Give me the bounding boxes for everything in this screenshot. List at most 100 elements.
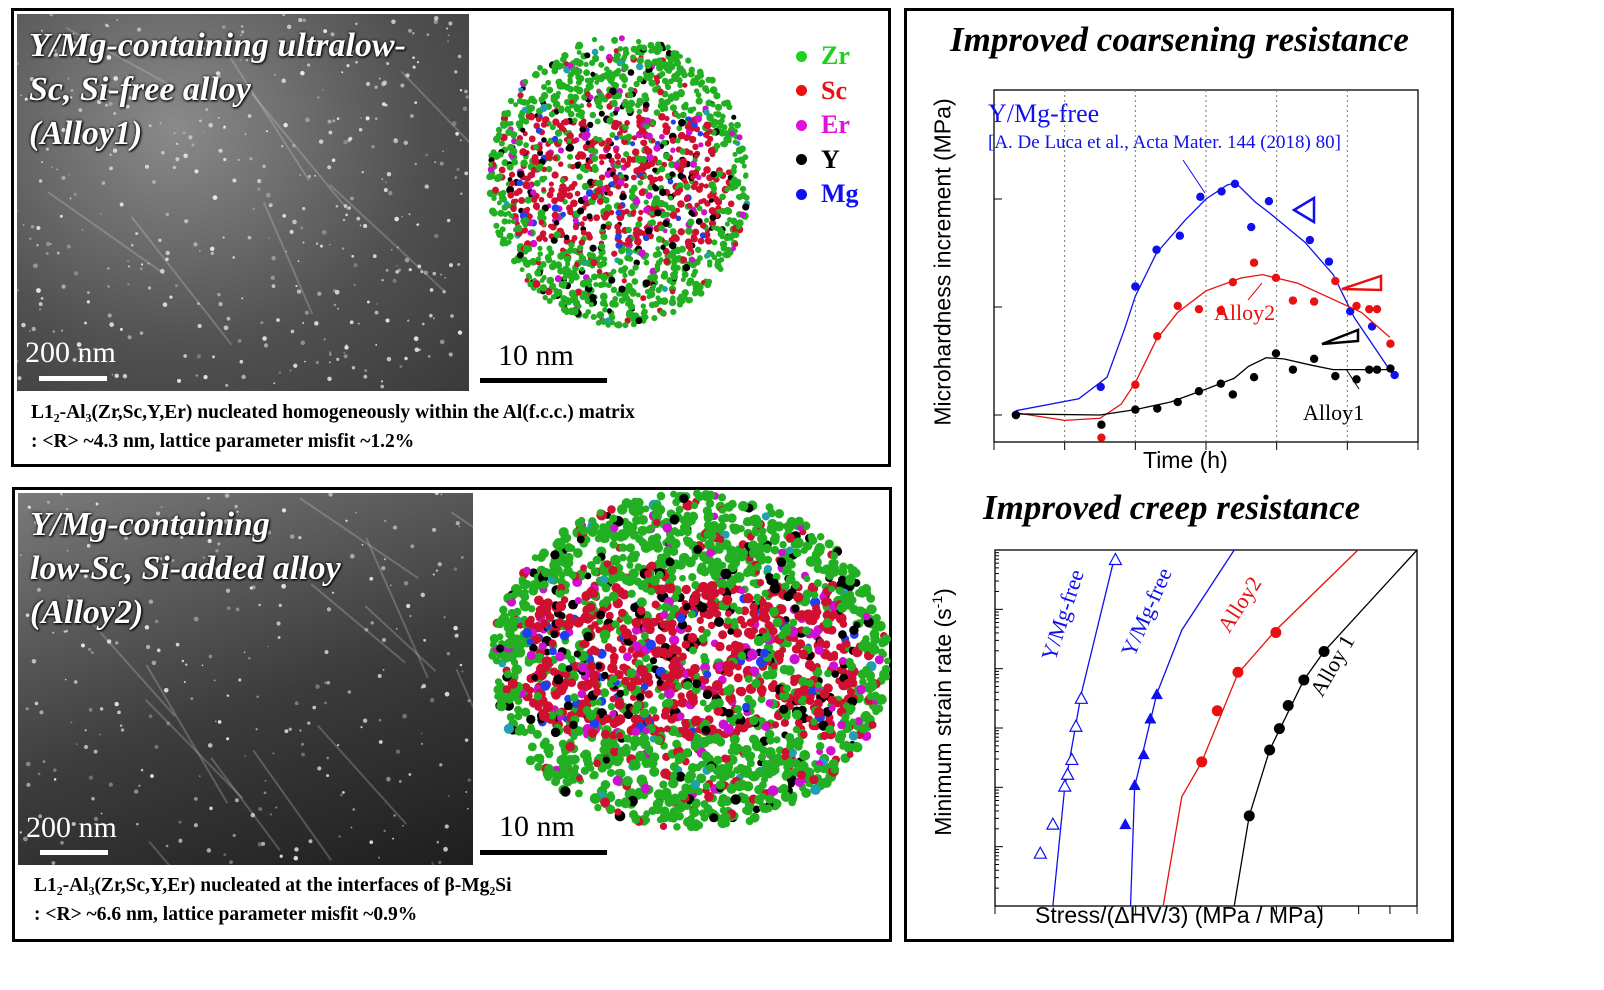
atom-dot	[567, 77, 573, 83]
precipitate-dot	[73, 271, 79, 276]
atom-dot	[548, 181, 554, 187]
atom-dot	[555, 651, 565, 662]
precipitate-dot	[127, 335, 132, 340]
atom-dot	[563, 234, 570, 241]
precipitate-dot	[281, 508, 287, 513]
atom-dot	[706, 262, 713, 268]
atom-dot	[544, 287, 553, 296]
precipitate-dot	[326, 774, 330, 778]
atom-map-scale-bar	[480, 850, 607, 855]
atom-dot	[570, 66, 578, 74]
precipitate-dot	[36, 587, 41, 592]
atom-dot	[794, 516, 804, 526]
atom-dot	[710, 170, 717, 178]
precipitate-dot	[443, 846, 448, 852]
atom-dot	[681, 783, 691, 793]
precipitate-dot	[109, 322, 114, 327]
atom-dot	[727, 628, 735, 635]
atom-dot	[545, 256, 553, 264]
atom-dot	[522, 181, 531, 190]
atom-dot	[701, 725, 711, 735]
atom-dot	[648, 706, 658, 715]
atom-dot	[724, 221, 730, 227]
precipitate-dot	[218, 301, 223, 307]
atom-dot	[824, 669, 832, 678]
atom-dot	[528, 605, 536, 613]
precipitate-dot	[403, 140, 409, 146]
atom-dot	[785, 732, 795, 743]
atom-dot	[724, 186, 730, 193]
atom-dot	[767, 785, 779, 797]
atom-dot	[814, 645, 824, 655]
atom-dot	[572, 223, 580, 231]
precipitate-dot	[263, 343, 269, 348]
precipitate-dot	[273, 73, 277, 77]
precipitate-dot	[362, 718, 368, 723]
atom-dot	[820, 731, 829, 741]
precipitate-dot	[25, 613, 30, 617]
atom-dot	[664, 687, 675, 699]
precipitate-dot	[298, 536, 302, 540]
atom-dot	[711, 225, 717, 231]
atom-dot	[636, 56, 644, 65]
atom-dot	[808, 664, 817, 672]
precipitate-dot	[240, 523, 244, 527]
precipitate-dot	[315, 684, 320, 689]
atom-dot	[591, 163, 598, 170]
atom-dot	[518, 87, 524, 93]
atom-dot	[749, 602, 759, 612]
precipitate-dot	[457, 262, 461, 267]
precipitate-dot	[69, 96, 73, 99]
precipitate-dot	[211, 355, 216, 359]
precipitate-dot	[353, 263, 358, 268]
atom-dot	[586, 102, 592, 108]
atom-dot	[643, 145, 650, 152]
precipitate-dot	[214, 567, 218, 571]
atom-dot	[607, 703, 615, 711]
atom-dot	[518, 196, 526, 204]
precipitate-dot	[459, 89, 463, 92]
atom-dot	[764, 555, 773, 564]
precipitate-dot	[304, 360, 306, 363]
atom-dot	[614, 92, 623, 100]
precipitate-dot	[52, 53, 55, 56]
atom-dot	[675, 505, 684, 514]
atom-dot	[649, 179, 656, 186]
atom-dot	[652, 48, 658, 54]
precipitate-dot	[355, 22, 358, 26]
atom-dot	[878, 639, 887, 648]
precipitate-dot	[193, 616, 199, 622]
precipitate-dot	[369, 840, 374, 844]
precipitate-dot	[435, 569, 439, 572]
precipitate-dot	[444, 276, 447, 279]
atom-dot	[723, 755, 731, 763]
precipitate-dot	[330, 32, 335, 37]
atom-dot	[643, 74, 650, 81]
atom-dot	[526, 650, 536, 660]
atom-dot	[598, 45, 605, 52]
atom-dot	[849, 625, 859, 635]
atom-dot	[608, 157, 615, 164]
atom-dot	[746, 618, 755, 627]
precipitate-dot	[409, 614, 412, 618]
precipitate-dot	[52, 330, 56, 333]
precipitate-dot	[257, 841, 263, 847]
atom-dot	[670, 295, 676, 301]
atom-dot	[513, 257, 519, 263]
precipitate-dot	[333, 303, 337, 307]
atom-dot	[622, 775, 633, 787]
atom-dot	[764, 746, 776, 758]
atom-dot	[761, 766, 772, 777]
precipitate-dot	[430, 698, 435, 703]
atom-dot	[573, 85, 581, 93]
atom-dot	[597, 254, 604, 261]
atom-dot	[771, 721, 780, 729]
precipitate-dot	[276, 621, 281, 626]
atom-dot	[576, 535, 585, 544]
precipitate-dot	[331, 591, 335, 594]
atom-dot	[727, 200, 735, 208]
precipitate-dot	[70, 721, 73, 724]
precipitate-dot	[315, 360, 319, 365]
atom-dot	[733, 766, 741, 775]
atom-dot	[676, 125, 683, 132]
